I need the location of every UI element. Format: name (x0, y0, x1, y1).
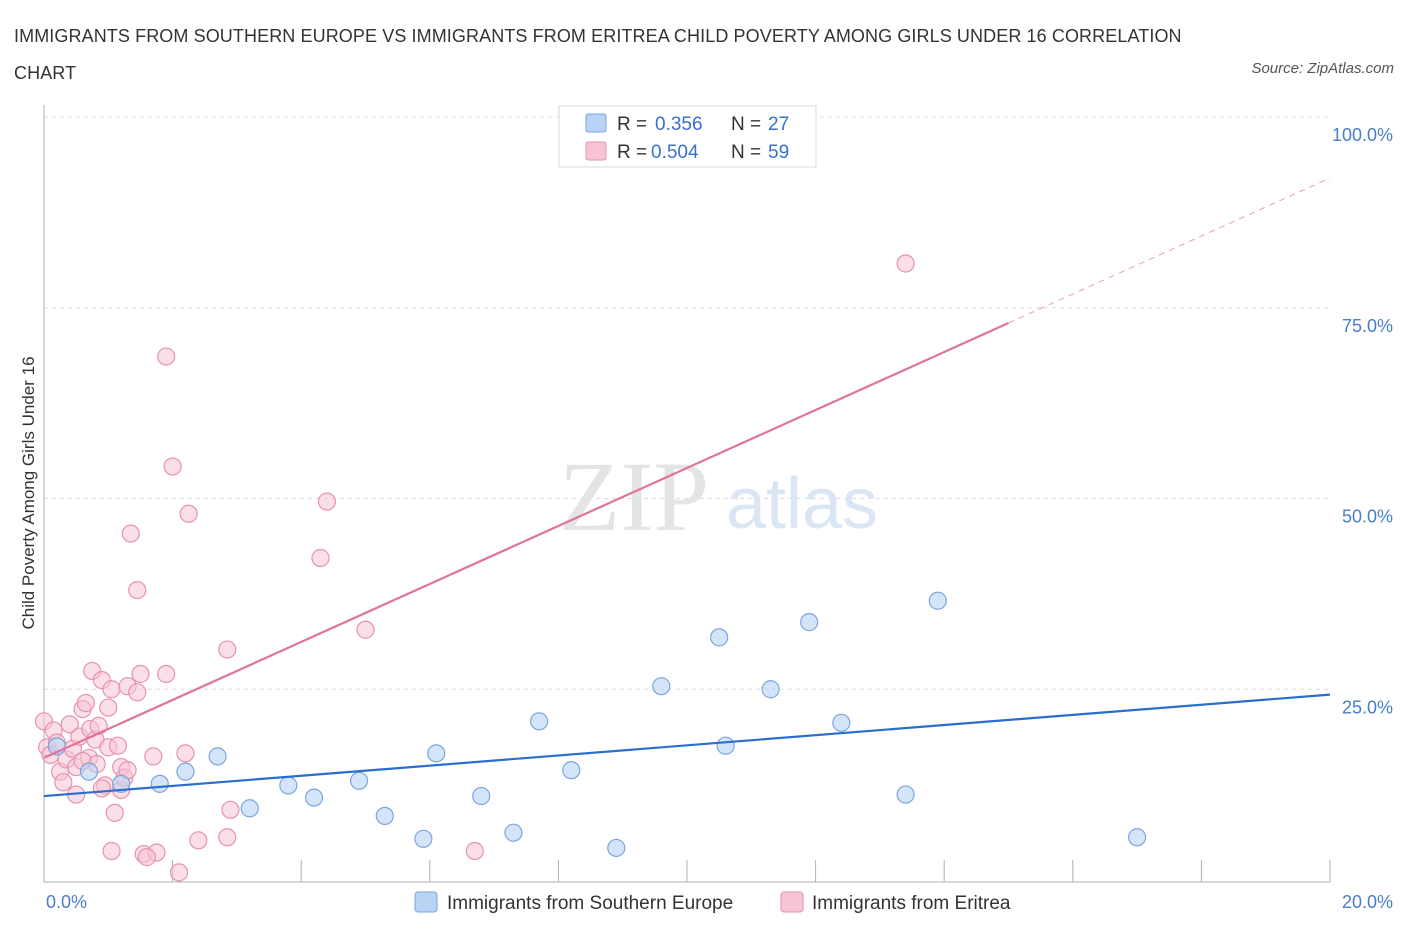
eritrea-point (179, 504, 198, 523)
x-tick-labels: 0.0% 20.0% (46, 892, 1393, 912)
grid-lines (44, 116, 1330, 690)
legend-n-value-2: 59 (768, 142, 789, 163)
eritrea-point (356, 620, 375, 639)
southern-europe-point (150, 774, 169, 793)
legend-r-value-1: 0.356 (655, 114, 703, 135)
southern-europe-point (176, 762, 195, 781)
southern-europe-point (530, 712, 549, 731)
southern-europe-point (716, 736, 735, 755)
legend-n-value-1: 27 (768, 114, 789, 135)
southern-europe-point (562, 761, 581, 780)
y-tick-label: 75.0% (1342, 316, 1393, 336)
southern-europe-point (349, 771, 369, 790)
eritrea-point (121, 524, 140, 543)
eritrea-point (89, 716, 108, 735)
eritrea-point (189, 831, 208, 850)
eritrea-point (169, 863, 189, 882)
y-tick-label: 50.0% (1342, 507, 1393, 527)
eritrea-point (163, 457, 182, 476)
y-tick-labels: 100.0% 75.0% 50.0% 25.0% (1332, 125, 1393, 717)
eritrea-point (92, 779, 111, 798)
southern-europe-point (208, 747, 227, 766)
legend-swatch-blue (585, 113, 607, 133)
eritrea-point (465, 841, 484, 861)
eritrea-point (105, 803, 124, 822)
bottom-legend-swatch-blue (414, 891, 438, 913)
y-axis-label: Child Poverty Among Girls Under 16 (19, 356, 38, 629)
southern-europe-point (607, 838, 626, 858)
chart-title: IMMIGRANTS FROM SOUTHERN EUROPE VS IMMIG… (14, 26, 1182, 83)
southern-europe-point (240, 799, 259, 818)
eritrea-point (108, 736, 128, 755)
southern-europe-trend-line (43, 693, 1331, 798)
legend-n-label-1: N = (731, 114, 761, 135)
x-tick-label: 20.0% (1342, 892, 1393, 912)
southern-europe-point (896, 785, 915, 804)
eritrea-trend-line (43, 322, 1009, 759)
eritrea-point (144, 747, 163, 766)
eritrea-point (317, 492, 337, 511)
eritrea-point (896, 254, 915, 273)
southern-europe-point (504, 823, 523, 842)
eritrea-point (137, 848, 156, 867)
legend-r-value-2: 0.504 (651, 142, 699, 163)
eritrea-point (131, 664, 150, 684)
southern-europe-point (928, 591, 947, 610)
eritrea-point (102, 841, 121, 861)
eritrea-point (157, 347, 176, 366)
southern-europe-point (800, 613, 819, 632)
eritrea-point (221, 800, 240, 819)
y-tick-label: 100.0% (1332, 125, 1393, 145)
southern-europe-point (652, 677, 671, 696)
southern-europe-point (1127, 828, 1147, 847)
southern-europe-point (279, 776, 298, 795)
eritrea-point (99, 698, 118, 717)
southern-europe-point (427, 744, 446, 763)
southern-europe-point (414, 829, 433, 848)
eritrea-point (128, 683, 147, 702)
southern-europe-point (375, 806, 394, 826)
eritrea-point (102, 680, 121, 699)
eritrea-point (128, 580, 147, 600)
legend-swatch-pink (585, 141, 607, 161)
x-tick-label: 0.0% (46, 892, 87, 912)
eritrea-point (218, 640, 237, 659)
legend-r-label-1: R = (617, 114, 647, 135)
bottom-legend-label-southern-europe: Immigrants from Southern Europe (447, 893, 733, 914)
eritrea-point (311, 548, 330, 568)
eritrea-point (157, 664, 176, 684)
southern-europe-point (710, 628, 729, 647)
southern-europe-point (304, 788, 324, 807)
eritrea-point (76, 693, 95, 713)
bottom-legend: Immigrants from Southern Europe Immigran… (414, 891, 1011, 914)
southern-europe-point (79, 762, 99, 781)
eritrea-point (176, 744, 195, 763)
eritrea-trend-extension (1008, 177, 1331, 324)
southern-europe-point (761, 680, 780, 699)
legend-r-label-2: R = (617, 142, 647, 163)
southern-europe-points (47, 591, 1147, 858)
legend-n-label-2: N = (731, 142, 761, 163)
source-credit: Source: ZipAtlas.com (1251, 60, 1394, 77)
southern-europe-point (472, 786, 491, 806)
watermark-atlas: atlas (726, 464, 878, 544)
eritrea-point (54, 773, 73, 792)
bottom-legend-swatch-pink (780, 891, 804, 913)
bottom-legend-label-eritrea: Immigrants from Eritrea (812, 893, 1011, 914)
southern-europe-point (112, 774, 131, 793)
axes (43, 105, 1331, 883)
watermark-zip: ZIP (559, 441, 709, 552)
eritrea-point (60, 715, 79, 734)
top-legend: R = 0.356 N = 27 R = 0.504 N = 59 (558, 105, 817, 168)
eritrea-point (218, 828, 237, 847)
y-tick-label: 25.0% (1342, 697, 1393, 717)
trend-lines (43, 177, 1331, 798)
southern-europe-point (832, 713, 851, 732)
